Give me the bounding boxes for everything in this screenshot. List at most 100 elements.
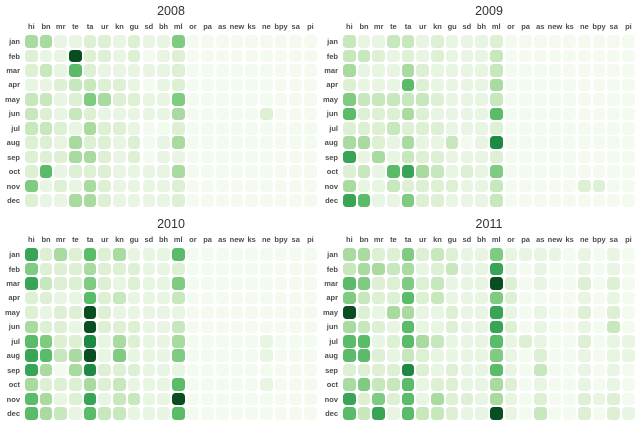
- heatmap-cell: [98, 392, 112, 406]
- heatmap-cell: [548, 392, 562, 406]
- heatmap-cell: [54, 93, 68, 106]
- heatmap-cell: [489, 179, 503, 193]
- heatmap-cell: [186, 179, 200, 193]
- heatmap-cell: [127, 64, 141, 77]
- heatmap-cell: [157, 363, 170, 377]
- heatmap-cell: [489, 248, 503, 261]
- heatmap-cell: [157, 136, 170, 150]
- heatmap-cell: [260, 194, 273, 207]
- column-label-sa: sa: [609, 235, 618, 245]
- heatmap-cell: [25, 93, 38, 106]
- heatmap-cell: [504, 291, 518, 305]
- heatmap-cell: [533, 49, 547, 63]
- heatmap-cell: [607, 78, 621, 92]
- row-label-nov: nov: [6, 181, 20, 191]
- column-label-te: te: [72, 235, 79, 245]
- heatmap-cell: [401, 262, 415, 276]
- heatmap-cell: [504, 35, 518, 48]
- row-label-oct: oct: [326, 167, 338, 177]
- heatmap-cell: [69, 378, 82, 391]
- heatmap-cell: [460, 121, 474, 135]
- heatmap-cell: [519, 363, 532, 377]
- heatmap-cell: [622, 150, 635, 164]
- heatmap-cell: [357, 107, 371, 121]
- heatmap-cell: [592, 64, 606, 77]
- column-label-ne: ne: [579, 22, 589, 32]
- heatmap-cell: [592, 262, 606, 276]
- heatmap-cell: [54, 248, 68, 261]
- heatmap-cell: [289, 194, 303, 207]
- heatmap-cell: [519, 121, 532, 135]
- heatmap-cell: [274, 179, 288, 193]
- heatmap-cell: [157, 349, 170, 363]
- heatmap-cell: [519, 165, 532, 178]
- heatmap-cell: [142, 363, 156, 377]
- heatmap-cell: [113, 35, 126, 48]
- heatmap-cell: [401, 306, 415, 319]
- heatmap-cell: [69, 291, 82, 305]
- heatmap-cell: [157, 407, 170, 420]
- heatmap-cell: [304, 262, 317, 276]
- heatmap-cell: [504, 150, 518, 164]
- heatmap-cell: [98, 349, 112, 363]
- heatmap-cell: [157, 320, 170, 334]
- heatmap-cell: [519, 179, 532, 193]
- heatmap-cell: [69, 334, 82, 348]
- heatmap-cell: [157, 49, 170, 63]
- heatmap-cell: [607, 291, 621, 305]
- heatmap-cell: [578, 165, 591, 178]
- heatmap-cell: [201, 78, 214, 92]
- heatmap-cell: [215, 121, 229, 135]
- heatmap-cell: [98, 64, 112, 77]
- heatmap-cell: [39, 165, 53, 178]
- column-label-ml: ml: [173, 235, 183, 245]
- heatmap-cell: [592, 150, 606, 164]
- heatmap-cell: [578, 64, 591, 77]
- heatmap-cell: [504, 320, 518, 334]
- heatmap-cell: [357, 334, 371, 348]
- heatmap-cell: [372, 407, 386, 420]
- heatmap-cell: [387, 194, 400, 207]
- heatmap-cell: [39, 107, 53, 121]
- heatmap-cell: [416, 93, 430, 106]
- heatmap-cell: [289, 150, 303, 164]
- heatmap-cell: [533, 150, 547, 164]
- heatmap-cell: [445, 121, 459, 135]
- heatmap-cell: [592, 320, 606, 334]
- heatmap-cell: [69, 306, 82, 319]
- heatmap-cell: [215, 150, 229, 164]
- heatmap-cell: [489, 277, 503, 290]
- heatmap-cell: [69, 320, 82, 334]
- heatmap-cell: [127, 150, 141, 164]
- heatmap-cell: [343, 248, 356, 261]
- heatmap-cell: [357, 78, 371, 92]
- row-label-oct: oct: [8, 380, 20, 390]
- heatmap-cell: [431, 334, 444, 348]
- heatmap-cell: [387, 35, 400, 48]
- heatmap-cell: [39, 136, 53, 150]
- heatmap-cell: [83, 291, 97, 305]
- heatmap-cell: [304, 407, 317, 420]
- heatmap-cell: [230, 93, 244, 106]
- row-label-jul: jul: [329, 336, 338, 346]
- heatmap-cell: [387, 392, 400, 406]
- heatmap-cell: [460, 378, 474, 391]
- heatmap-cell: [171, 35, 185, 48]
- column-label-bh: bh: [476, 235, 487, 245]
- heatmap-cell: [387, 49, 400, 63]
- heatmap-cell: [504, 306, 518, 319]
- heatmap-cell: [489, 334, 503, 348]
- column-label-bpy: bpy: [592, 22, 606, 32]
- heatmap-cell: [460, 320, 474, 334]
- column-label-hi: hi: [346, 235, 353, 245]
- heatmap-cell: [230, 392, 244, 406]
- heatmap-cell: [98, 35, 112, 48]
- column-label-pa: pa: [521, 22, 530, 32]
- heatmap-cell: [83, 392, 97, 406]
- heatmap-cell: [69, 93, 82, 106]
- heatmap-cell: [142, 349, 156, 363]
- heatmap-cell: [201, 165, 214, 178]
- row-label-feb: feb: [8, 51, 20, 61]
- heatmap-cell: [387, 248, 400, 261]
- heatmap-cell: [460, 165, 474, 178]
